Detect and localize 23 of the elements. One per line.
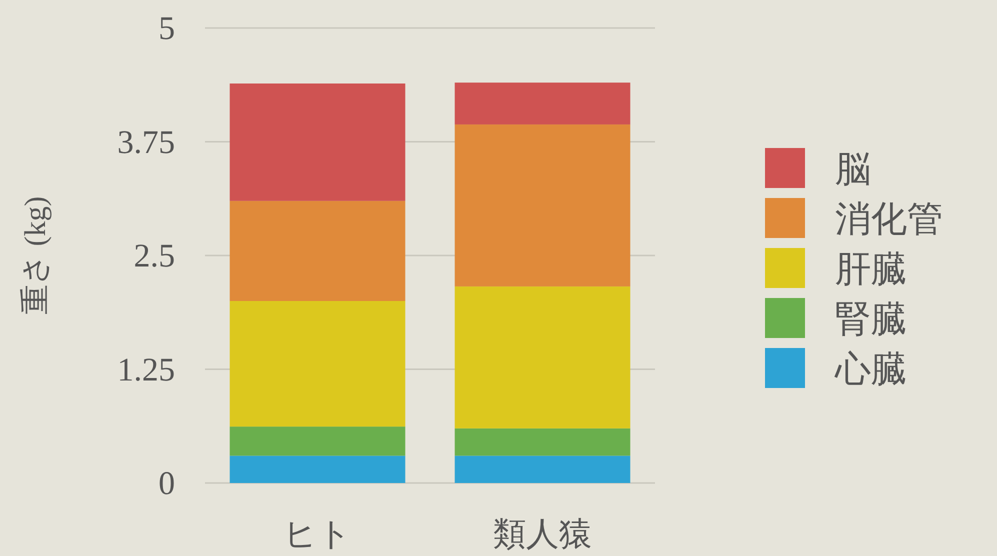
bar <box>454 82 630 124</box>
bar <box>230 84 406 201</box>
bar <box>230 200 406 301</box>
bar <box>454 286 630 428</box>
y-tick-label: 5 <box>158 11 175 47</box>
y-tick-label: 1.25 <box>117 352 175 388</box>
bar <box>454 428 630 456</box>
y-tick-label: 0 <box>158 466 175 502</box>
legend-label: 消化管 <box>835 199 943 239</box>
x-tick-label: ヒト <box>284 517 352 553</box>
bar <box>230 301 406 427</box>
bar <box>230 456 406 483</box>
legend-label: 肝臓 <box>835 249 907 289</box>
legend-label: 腎臓 <box>835 299 907 339</box>
bar <box>454 124 630 286</box>
bar <box>230 426 406 456</box>
x-tick-label: 類人猿 <box>493 517 592 553</box>
y-tick-label: 2.5 <box>134 238 175 274</box>
y-tick-label: 3.75 <box>117 124 175 161</box>
legend-label: 脳 <box>835 149 871 189</box>
bar <box>454 456 630 483</box>
legend-label: 心臓 <box>834 349 907 389</box>
y-axis-title: 重さ (kg) <box>19 196 52 315</box>
